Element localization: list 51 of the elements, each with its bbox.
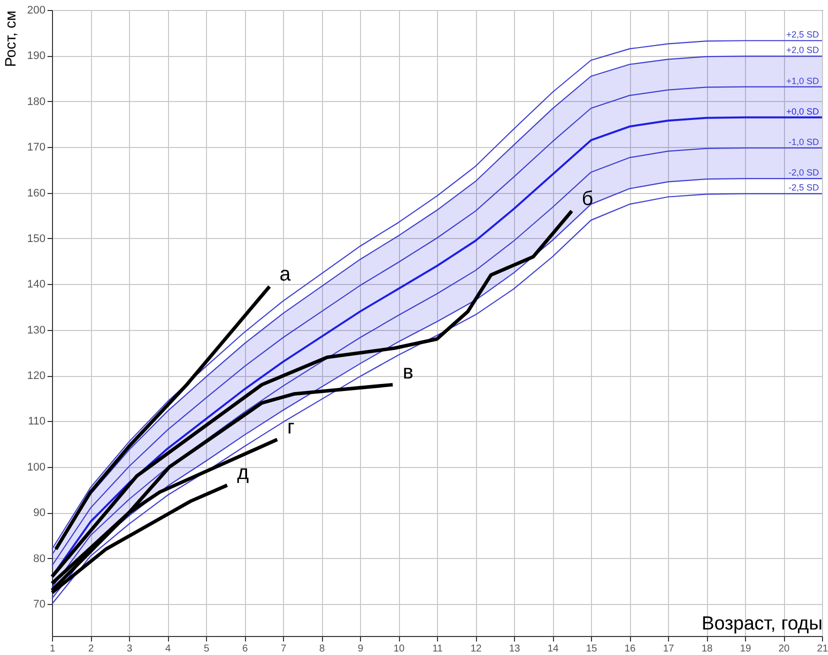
y-tick-label: 150 [27,232,46,245]
x-tick-label: 12 [470,644,482,654]
x-tick-label: 7 [280,644,287,654]
x-tick-label: 2 [88,644,94,654]
x-tick-label: 21 [816,644,828,654]
series-label: +2,5 SD [786,30,820,40]
series-label: б [582,188,594,210]
y-tick-label: 90 [33,507,46,520]
y-tick-label: 190 [27,50,46,62]
y-tick-label: 170 [27,142,46,154]
x-tick-label: 6 [242,644,248,654]
x-tick-label: 11 [432,644,444,654]
y-tick-label: 180 [27,96,46,108]
x-tick-label: 3 [126,644,133,654]
series-label: д [237,462,250,484]
series-label: г [287,416,295,439]
y-tick-label: 160 [27,187,46,200]
x-tick-label: 14 [547,644,559,654]
series-label: +2,0 SD [786,45,820,56]
x-tick-label: 17 [662,644,674,654]
y-tick-label: 110 [28,416,46,428]
y-tick-label: 200 [27,4,46,16]
series-label: а [280,263,292,286]
line-series [50,209,574,578]
series-label: +1,0 SD [786,76,820,86]
x-tick-label: 16 [624,644,636,654]
y-tick-label: 130 [27,324,46,336]
x-tick-label: 13 [508,644,520,654]
x-tick-label: 9 [358,644,364,654]
x-tick-label: 1 [50,644,56,654]
series-label: +0,0 SD [786,106,820,116]
x-tick-label: 10 [393,644,405,654]
y-tick-label: 120 [27,370,46,382]
y-axis-title: Рост, см [2,10,20,68]
x-tick-label: 20 [778,644,790,654]
y-tick-label: 80 [33,552,46,565]
line-series [54,284,272,551]
x-tick-label: 19 [740,644,752,654]
x-tick-label: 15 [586,644,598,654]
series-label: -1,0 SD [788,136,820,147]
x-tick-label: 5 [204,644,210,654]
y-tick-label: 70 [33,598,46,611]
x-tick-label: 18 [701,644,713,654]
series-label: -2,0 SD [788,168,820,178]
series-label: -2,5 SD [788,182,820,193]
y-tick-label: 140 [27,278,46,291]
x-tick-label: 8 [319,644,326,654]
x-axis-title: Возраст, годы [702,614,822,634]
series-label: в [402,362,414,384]
y-tick-label: 100 [27,461,46,474]
x-tick-label: 4 [165,644,172,654]
